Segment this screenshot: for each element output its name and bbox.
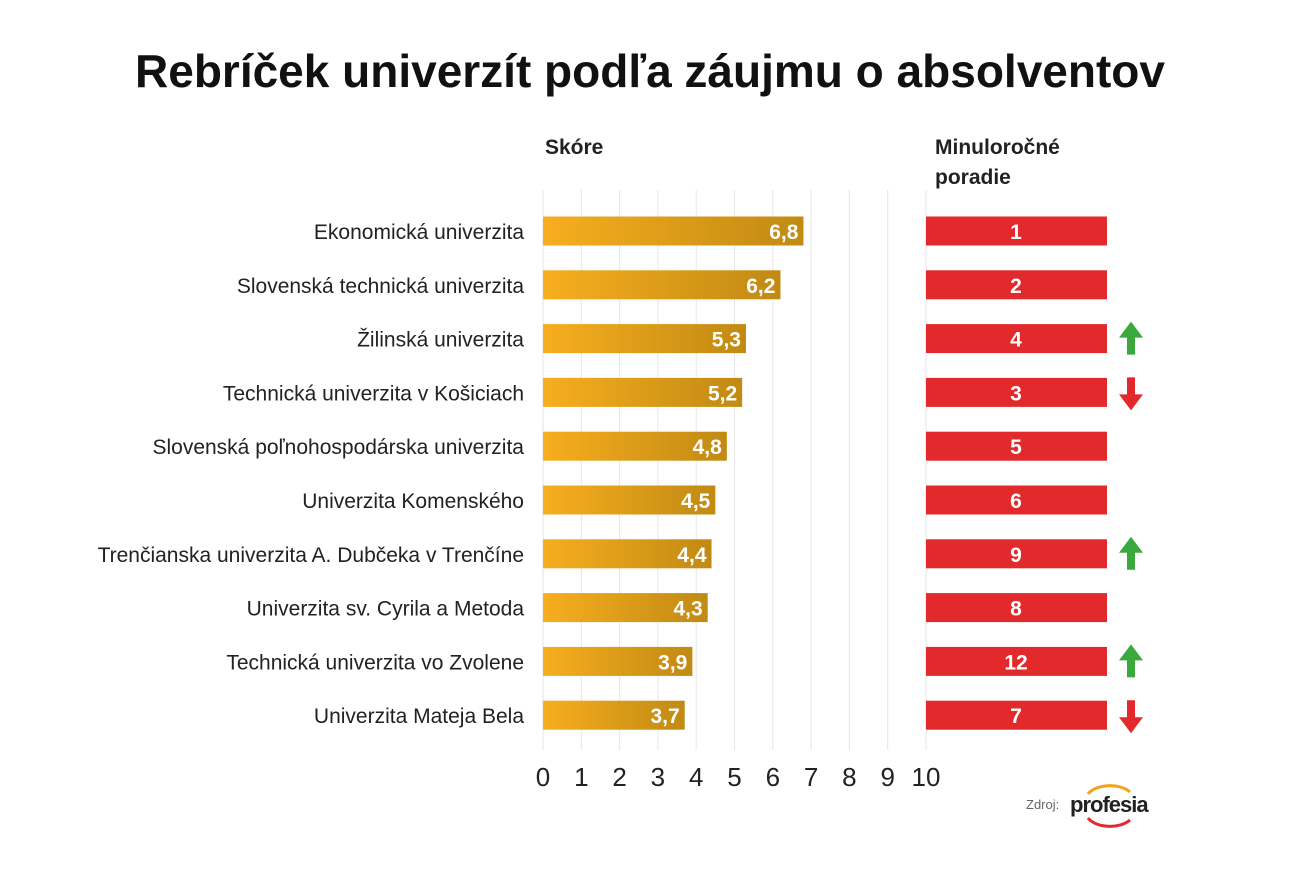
previous-rank-bar: [926, 593, 1107, 623]
previous-rank-bar: [926, 539, 1107, 569]
arrow-down-icon: [1119, 377, 1143, 411]
previous-rank-bar: [926, 485, 1107, 515]
x-tick-label: 2: [612, 762, 626, 792]
score-header: Skóre: [545, 136, 604, 159]
profesia-logo: profesia: [1068, 782, 1149, 830]
category-label: Univerzita Komenského: [302, 490, 524, 513]
score-value-label: 4,8: [693, 436, 723, 459]
rank-header-line1: Minuloročné: [935, 136, 1060, 159]
category-label: Technická univerzita vo Zvolene: [226, 651, 524, 674]
x-tick-label: 7: [804, 762, 818, 792]
previous-rank-bar: [926, 324, 1107, 354]
previous-rank-label: 7: [1010, 705, 1022, 728]
previous-rank-bar: [926, 431, 1107, 461]
score-bar: [543, 431, 727, 461]
previous-rank-label: 4: [1010, 329, 1022, 352]
previous-rank-label: 2: [1010, 275, 1022, 298]
category-label: Univerzita sv. Cyrila a Metoda: [247, 598, 525, 621]
previous-rank-label: 6: [1010, 490, 1022, 513]
x-tick-label: 10: [912, 762, 941, 792]
previous-rank-bar: [926, 270, 1107, 300]
score-value-label: 3,9: [658, 651, 687, 674]
score-bar: [543, 700, 685, 730]
arrow-up-icon: [1119, 321, 1143, 355]
previous-rank-label: 3: [1010, 382, 1022, 405]
score-value-label: 6,8: [769, 221, 799, 244]
previous-rank-label: 5: [1010, 436, 1022, 459]
previous-rank-label: 1: [1010, 221, 1022, 244]
arrow-down-icon: [1119, 700, 1143, 734]
previous-rank-bar: [926, 377, 1107, 407]
score-value-label: 4,5: [681, 490, 711, 513]
x-tick-label: 4: [689, 762, 703, 792]
category-label: Slovenská technická univerzita: [237, 275, 524, 298]
category-label: Ekonomická univerzita: [314, 221, 524, 244]
arrow-up-icon: [1119, 644, 1143, 678]
previous-rank-bar: [926, 646, 1107, 676]
score-bar: [543, 270, 781, 300]
category-label: Technická univerzita v Košiciach: [223, 382, 524, 405]
score-bar: [543, 593, 708, 623]
category-label: Univerzita Mateja Bela: [314, 705, 524, 728]
score-bar: [543, 324, 746, 354]
rank-header-line2: poradie: [935, 166, 1011, 189]
source-label: Zdroj:: [1026, 797, 1060, 812]
category-label: Trenčianska univerzita A. Dubčeka v Tren…: [98, 544, 524, 567]
score-bar: [543, 646, 693, 676]
score-value-label: 6,2: [746, 275, 775, 298]
x-tick-label: 9: [880, 762, 894, 792]
previous-rank-bar: [926, 700, 1107, 730]
score-value-label: 4,3: [673, 598, 702, 621]
chart-title: Rebríček univerzít podľa záujmu o absolv…: [135, 45, 1165, 97]
previous-rank-label: 9: [1010, 544, 1022, 567]
previous-rank-bar: [926, 216, 1107, 246]
x-tick-label: 1: [574, 762, 588, 792]
score-value-label: 4,4: [677, 544, 707, 567]
x-tick-label: 6: [766, 762, 780, 792]
score-bar: [543, 485, 716, 515]
score-bar: [543, 539, 712, 569]
x-tick-label: 5: [727, 762, 741, 792]
category-label: Slovenská poľnohospodárska univerzita: [152, 436, 524, 459]
arrow-up-icon: [1119, 536, 1143, 570]
previous-rank-label: 8: [1010, 598, 1022, 621]
category-label: Žilinská univerzita: [357, 329, 524, 352]
x-tick-label: 8: [842, 762, 856, 792]
score-bar: [543, 216, 804, 246]
score-value-label: 3,7: [651, 705, 680, 728]
previous-rank-label: 12: [1004, 651, 1027, 674]
score-value-label: 5,3: [712, 329, 741, 352]
score-bar: [543, 377, 743, 407]
x-tick-label: 0: [536, 762, 550, 792]
x-tick-label: 3: [651, 762, 665, 792]
score-value-label: 5,2: [708, 382, 737, 405]
